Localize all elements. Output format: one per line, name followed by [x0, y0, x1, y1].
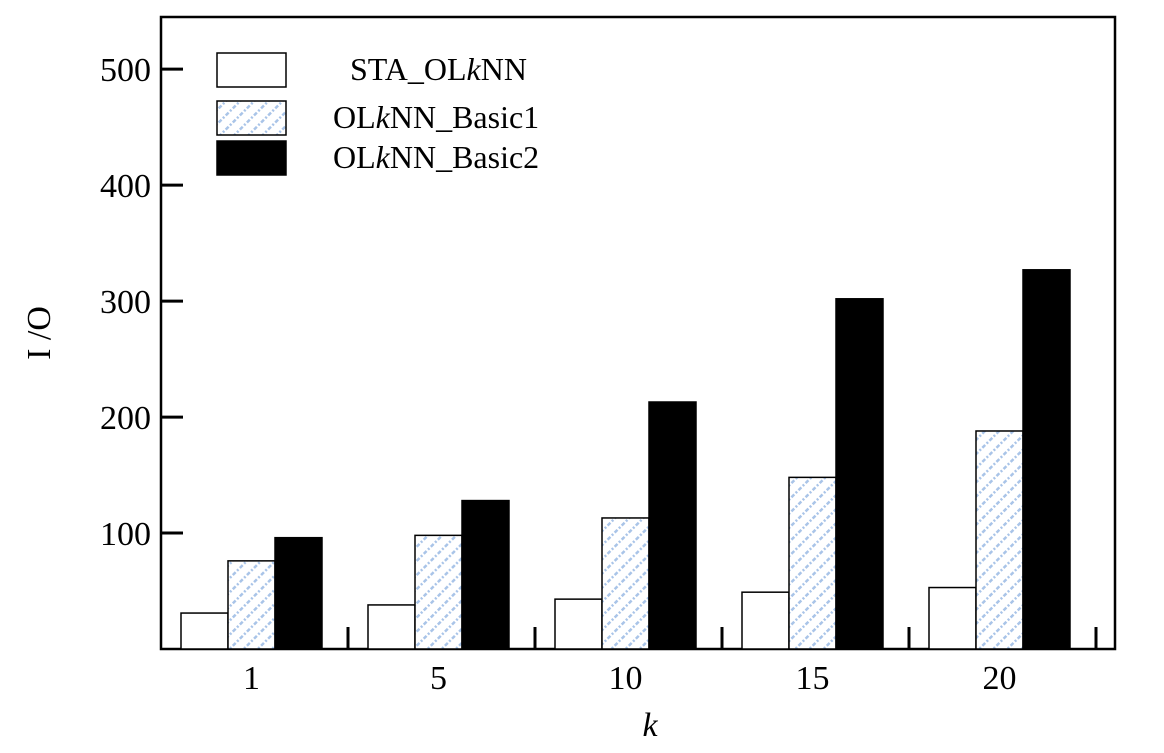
x-tick-label: 10 — [609, 660, 643, 697]
y-tick-label: 300 — [100, 284, 151, 321]
y-tick-label: 100 — [100, 516, 151, 553]
bar-black-5 — [461, 499, 510, 650]
y-tick-label: 200 — [100, 400, 151, 437]
bar-white-1 — [180, 612, 229, 650]
bar-white-5 — [367, 604, 416, 650]
bar-black-10 — [648, 401, 697, 650]
legend-swatch-white — [216, 52, 287, 88]
bar-black-20 — [1022, 269, 1071, 650]
legend-label-part: STA_OL — [350, 51, 467, 87]
legend-label-part: OL — [333, 99, 376, 135]
legend-label: OLkNN_Basic2 — [333, 139, 539, 175]
bar-white-20 — [928, 586, 977, 650]
legend-label-part: NN_Basic1 — [390, 99, 539, 135]
y-tick-label: 400 — [100, 168, 151, 205]
x-axis: 1 5 10 15 20 — [243, 627, 1098, 697]
bar-black-1 — [274, 536, 323, 650]
legend-swatch-hatch — [216, 100, 287, 136]
x-tick-label: 15 — [796, 660, 830, 697]
legend-label-part: k — [376, 99, 391, 135]
bar-hatch-10 — [601, 517, 650, 650]
legend-label: STA_OLkNN — [350, 51, 527, 87]
bar-white-10 — [554, 598, 603, 650]
x-tick-label: 20 — [983, 660, 1017, 697]
bar-hatch-5 — [414, 534, 463, 650]
x-axis-title: k — [642, 707, 658, 744]
bar-hatch-1 — [227, 560, 276, 650]
legend-label-part: k — [376, 139, 391, 175]
y-axis: 100 200 300 400 500 — [100, 52, 183, 553]
bar-white-15 — [741, 591, 790, 650]
x-tick-label: 1 — [243, 660, 260, 697]
y-axis-title: I /O — [21, 306, 58, 360]
bars — [180, 269, 1071, 650]
legend-label-part: OL — [333, 139, 376, 175]
bar-black-15 — [835, 298, 884, 650]
legend-label-part: k — [467, 51, 482, 87]
legend-label-part: NN_Basic2 — [390, 139, 539, 175]
legend-label-part: NN — [481, 51, 527, 87]
y-tick-label: 500 — [100, 52, 151, 89]
legend-label: OLkNN_Basic1 — [333, 99, 539, 135]
bar-hatch-20 — [975, 430, 1024, 650]
bar-hatch-15 — [788, 476, 837, 650]
x-tick-label: 5 — [430, 660, 447, 697]
legend-swatch-black — [216, 140, 287, 176]
